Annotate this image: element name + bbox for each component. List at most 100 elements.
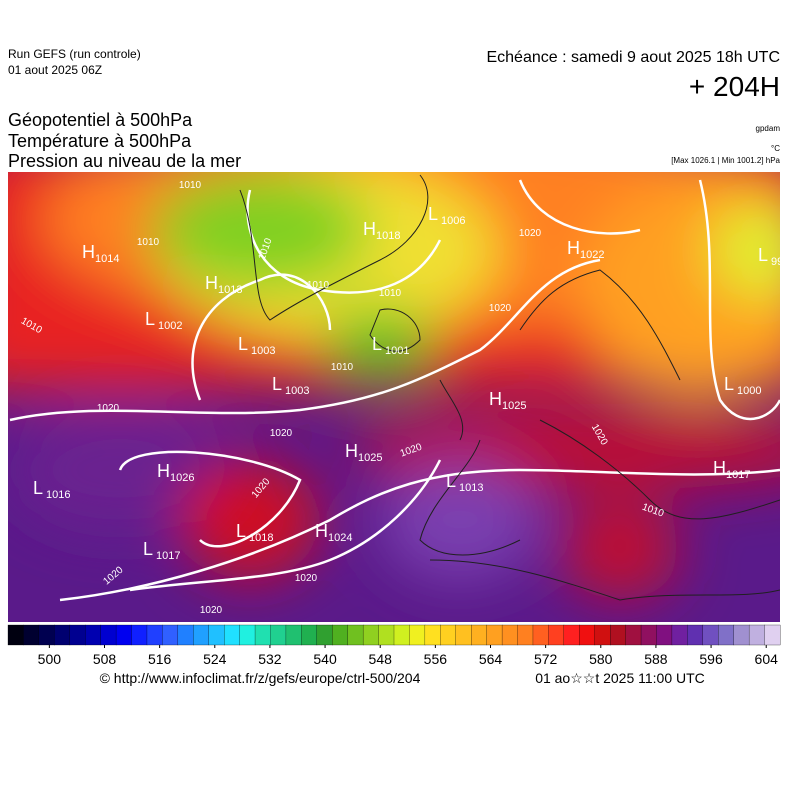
colorbar-swatch <box>640 624 657 646</box>
isobar-label: 1010 <box>379 288 402 299</box>
colorbar-swatch <box>579 624 596 646</box>
pressure-center: L 1016 <box>33 478 70 501</box>
center-value: 1022 <box>580 249 604 261</box>
pressure-center: H 1025 <box>489 389 526 412</box>
colorbar-swatch <box>409 624 426 646</box>
colorbar-swatch <box>687 624 704 646</box>
pressure-center: H 1018 <box>363 219 400 242</box>
colorbar-swatch <box>85 624 102 646</box>
center-type: L <box>143 539 153 559</box>
colorbar-tick-label: 572 <box>534 651 558 667</box>
colorbar-tick-label: 532 <box>258 651 282 667</box>
colorbar-swatch <box>594 624 611 646</box>
center-value: 1017 <box>156 550 180 562</box>
center-type: L <box>446 471 456 491</box>
isobar-label: 1010 <box>179 180 202 191</box>
colorbar-swatch <box>285 624 302 646</box>
colorbar-swatch <box>270 624 287 646</box>
lead-time: + 204H <box>689 71 780 102</box>
center-type: H <box>363 219 376 239</box>
center-value: 1024 <box>328 532 352 544</box>
center-type: L <box>145 309 155 329</box>
pressure-center: L 1013 <box>446 471 483 494</box>
colorbar-tick-label: 596 <box>699 651 723 667</box>
colorbar: 500 508 516 524 532 540 548 556 564 572 580 588 596 6… <box>7 624 781 667</box>
colorbar-swatch <box>146 624 163 646</box>
pressure-center: H 1014 <box>82 242 119 265</box>
center-value: 1025 <box>358 452 382 464</box>
center-type: H <box>345 441 358 461</box>
colorbar-swatch <box>224 624 241 646</box>
colorbar-swatch <box>177 624 194 646</box>
colorbar-swatch <box>455 624 472 646</box>
center-value: 1013 <box>218 284 242 296</box>
colorbar-swatch <box>718 624 735 646</box>
colorbar-swatch <box>610 624 627 646</box>
colorbar-swatch <box>131 624 148 646</box>
isobar-label: 1020 <box>489 303 512 314</box>
colorbar-swatch <box>563 624 580 646</box>
colorbar-tick-label: 564 <box>479 651 503 667</box>
center-type: L <box>758 245 768 265</box>
colorbar-swatch <box>702 624 719 646</box>
colorbar-swatch <box>501 624 518 646</box>
timestamp: 01 ao☆☆t 2025 11:00 UTC <box>535 670 705 686</box>
center-type: H <box>315 521 328 541</box>
center-value: 99 <box>771 256 783 268</box>
temperature-field <box>8 172 780 600</box>
run-date: 01 aout 2025 06Z <box>8 63 102 77</box>
center-type: L <box>238 334 248 354</box>
unit-label: °C <box>771 144 780 153</box>
pressure-center: L 1002 <box>145 309 182 332</box>
center-value: 1003 <box>251 345 275 357</box>
center-value: 1018 <box>376 230 400 242</box>
pressure-center: H 1025 <box>345 441 382 464</box>
colorbar-swatch <box>362 624 380 646</box>
field-label: Pression au niveau de la mer <box>8 151 241 171</box>
center-value: 1003 <box>285 385 309 397</box>
center-type: L <box>33 478 43 498</box>
pressure-center: H 1017 <box>713 458 750 481</box>
colorbar-swatch <box>748 624 766 646</box>
center-type: L <box>724 374 734 394</box>
unit-label: gpdam <box>756 124 781 133</box>
field-label: Température à 500hPa <box>8 131 192 151</box>
isobars <box>9 179 780 602</box>
colorbar-tick-label: 604 <box>755 651 779 667</box>
pressure-center: L 99 <box>758 245 783 268</box>
pressure-center: L 1003 <box>238 334 275 357</box>
colorbar-swatch <box>625 624 642 646</box>
colorbar-tick-label: 540 <box>313 651 337 667</box>
pressure-center: L 1006 <box>428 204 465 227</box>
colorbar-swatch <box>347 624 364 646</box>
isobar-label: 1020 <box>295 573 318 584</box>
colorbar-swatch <box>7 624 24 646</box>
colorbar-swatch <box>424 624 441 646</box>
colorbar-swatch <box>517 624 534 646</box>
colorbar-swatch <box>393 624 410 646</box>
field-label: Géopotentiel à 500hPa <box>8 110 193 130</box>
colorbar-swatch <box>548 624 565 646</box>
colorbar-swatch <box>162 624 179 646</box>
center-type: H <box>82 242 95 262</box>
center-value: 1002 <box>158 320 182 332</box>
colorbar-swatch <box>378 624 395 646</box>
center-type: L <box>372 334 382 354</box>
center-value: 1013 <box>459 482 483 494</box>
center-value: 1025 <box>502 400 526 412</box>
center-value: 1018 <box>249 532 273 544</box>
coastlines <box>239 174 780 601</box>
colorbar-swatch <box>332 624 349 646</box>
colorbar-swatch <box>656 624 673 646</box>
colorbar-swatch <box>69 624 86 646</box>
colorbar-swatch <box>486 624 503 646</box>
center-type: L <box>428 204 438 224</box>
colorbar-tick-label: 588 <box>644 651 668 667</box>
center-value: 1000 <box>737 385 761 397</box>
pressure-center: H 1013 <box>205 273 242 296</box>
colorbar-swatch <box>208 624 225 646</box>
center-value: 1026 <box>170 472 194 484</box>
isobar-label: 1010 <box>331 362 354 373</box>
valid-time: Echéance : samedi 9 aout 2025 18h UTC <box>486 49 780 66</box>
